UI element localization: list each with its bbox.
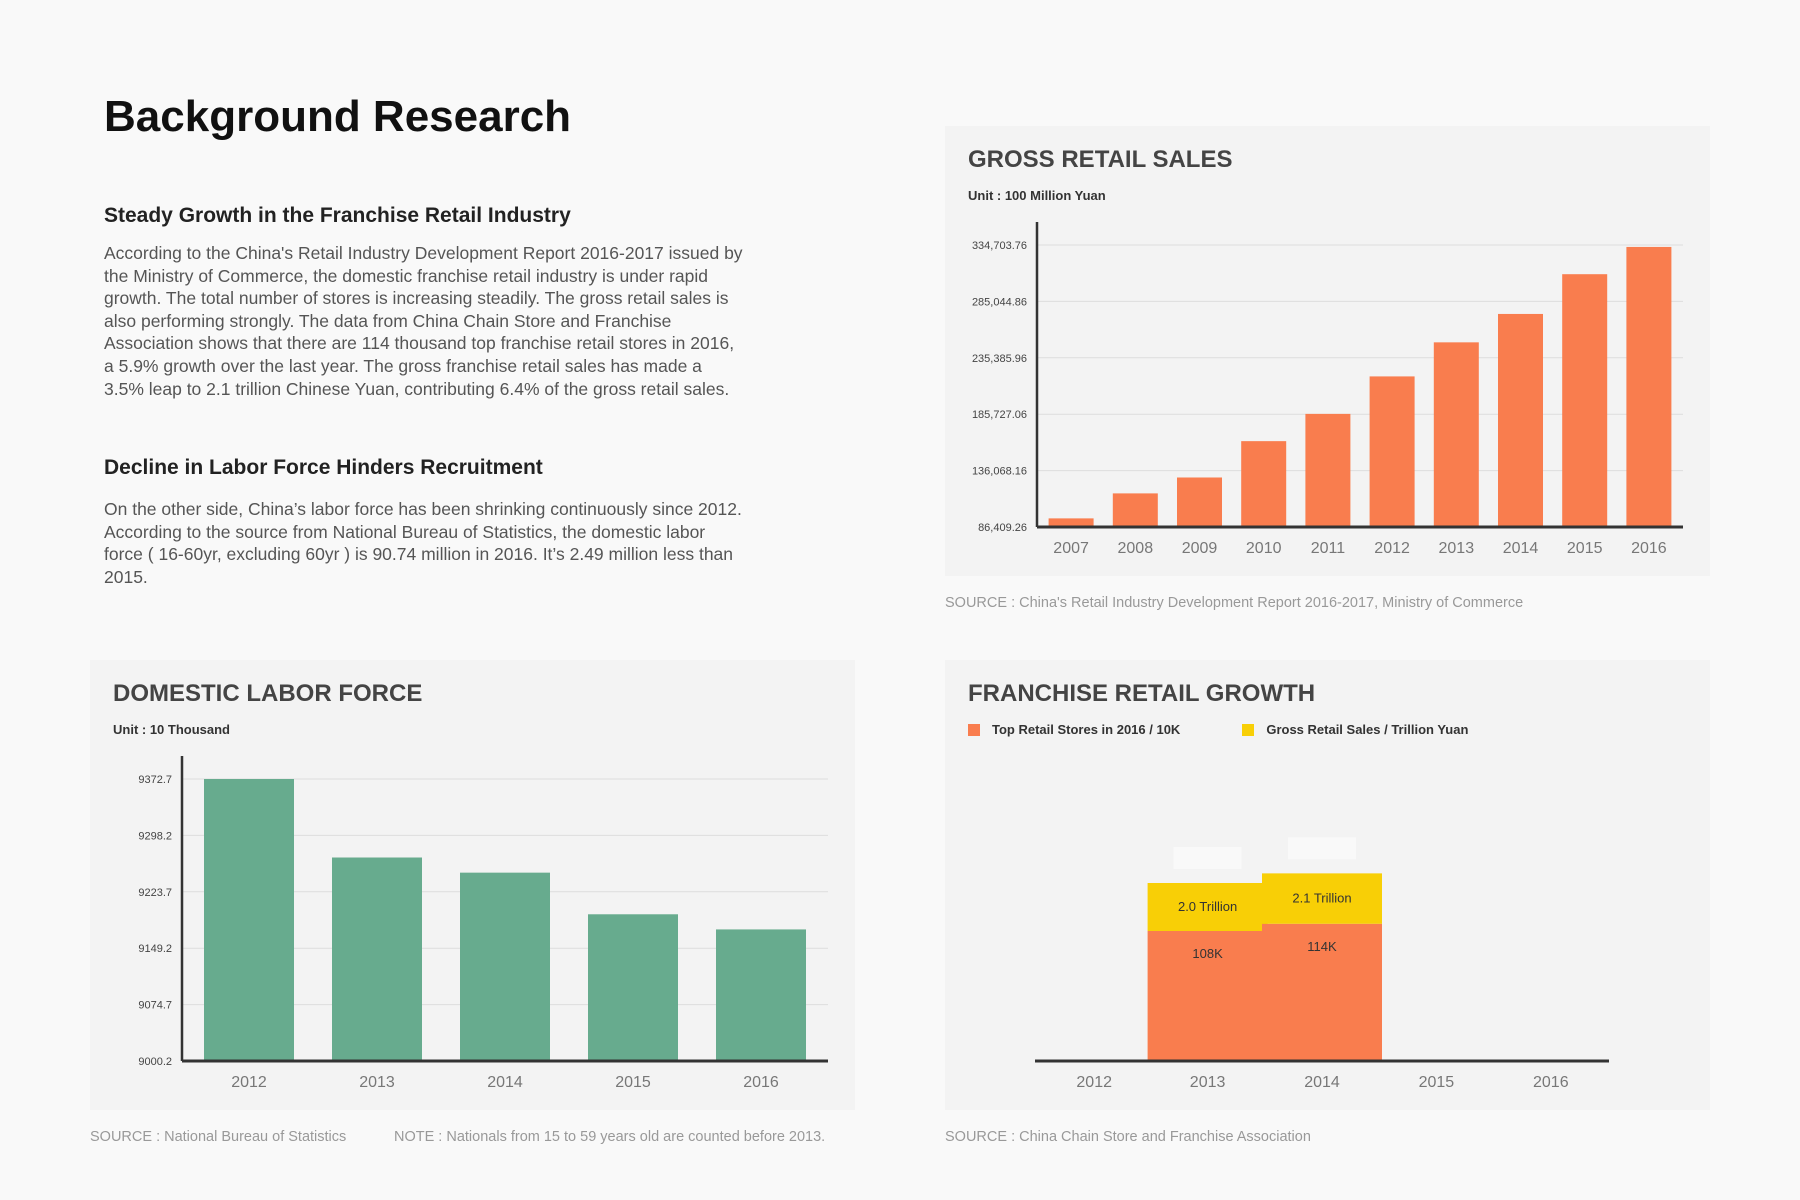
franchise-legend: Top Retail Stores in 2016 / 10K Gross Re… (968, 722, 1468, 737)
x-tick-label: 2014 (1304, 1074, 1340, 1091)
x-tick-label: 2012 (1374, 540, 1410, 557)
bar (1048, 518, 1094, 527)
section-body-labor-decline: On the other side, China’s labor force h… (104, 499, 742, 587)
domestic-labor-force-note: NOTE : Nationals from 15 to 59 years old… (394, 1129, 826, 1145)
franchise-retail-growth-chart: 2012 2013 2014 2015 2016 2.0 Trillion 108K 2.1 … (1035, 837, 1609, 1091)
domestic-labor-force-panel: DOMESTIC LABOR FORCE Unit : 10 Thousand … (90, 660, 855, 1110)
page-title: Background Research (104, 92, 572, 141)
bar-stores (1262, 923, 1382, 1061)
bar (716, 929, 806, 1061)
legend-swatch-sales (1242, 723, 1255, 736)
y-tick-label: 9149.2 (138, 943, 172, 955)
bar (460, 872, 550, 1061)
bar (1562, 274, 1608, 527)
bar (1177, 477, 1222, 527)
bar (1112, 493, 1158, 527)
legend-swatch-stores (968, 723, 980, 736)
franchise-retail-growth-source: SOURCE : China Chain Store and Franchise… (945, 1129, 1311, 1145)
y-tick-label: 9223.7 (138, 887, 172, 899)
x-tick-label: 2013 (1439, 540, 1475, 557)
gross-retail-sales-unit: Unit : 100 Million Yuan (968, 188, 1106, 203)
stores-data-label: 114K (1307, 939, 1337, 954)
domestic-labor-force-title: DOMESTIC LABOR FORCE (113, 680, 423, 707)
y-tick-label: 9074.7 (138, 1000, 172, 1012)
bar (204, 779, 294, 1061)
y-tick-label: 285,044.86 (972, 296, 1027, 308)
gross-retail-sales-title: GROSS RETAIL SALES (968, 146, 1233, 173)
section-heading-franchise-growth: Steady Growth in the Franchise Retail In… (104, 204, 571, 227)
gross-retail-sales-panel: GROSS RETAIL SALES Unit : 100 Million Yu… (945, 126, 1710, 576)
x-tick-label: 2016 (743, 1074, 779, 1091)
legend-label-stores: Top Retail Stores in 2016 / 10K (992, 722, 1181, 737)
domestic-labor-force-source: SOURCE : National Bureau of Statistics (90, 1129, 347, 1145)
gross-retail-sales-source: SOURCE : China's Retail Industry Develop… (945, 595, 1524, 611)
y-tick-label: 9000.2 (138, 1056, 172, 1068)
franchise-retail-growth-panel: FRANCHISE RETAIL GROWTH Top Retail Store… (945, 660, 1710, 1110)
x-tick-label: 2015 (1567, 540, 1603, 557)
legend-label-sales: Gross Retail Sales / Trillion Yuan (1266, 722, 1469, 737)
x-tick-label: 2007 (1053, 540, 1089, 557)
sales-data-label: 2.0 Trillion (1178, 899, 1237, 914)
bar (1433, 342, 1479, 527)
bar-stores (1147, 931, 1268, 1061)
bar (1241, 441, 1287, 527)
y-tick-label: 235,385.96 (972, 353, 1027, 365)
legend-item-stores: Top Retail Stores in 2016 / 10K (968, 722, 1180, 737)
bar (1305, 413, 1351, 527)
section-body-franchise-growth: According to the China's Retail Industry… (104, 243, 743, 399)
bar (588, 914, 678, 1061)
x-tick-label: 2013 (1190, 1074, 1226, 1091)
franchise-retail-growth-title: FRANCHISE RETAIL GROWTH (968, 680, 1316, 707)
x-tick-label: 2014 (1503, 540, 1539, 557)
x-tick-label: 2012 (1076, 1074, 1112, 1091)
y-tick-label: 9298.2 (138, 830, 172, 842)
x-tick-label: 2016 (1533, 1074, 1569, 1091)
stores-data-label: 108K (1192, 946, 1223, 961)
bar-top-label-box (1288, 837, 1356, 860)
x-tick-label: 2012 (231, 1074, 267, 1091)
bar (332, 857, 422, 1061)
sales-data-label: 2.1 Trillion (1292, 891, 1351, 906)
legend-item-sales: Gross Retail Sales / Trillion Yuan (1242, 722, 1468, 737)
y-tick-label: 334,703.76 (972, 240, 1027, 252)
y-tick-label: 136,068.16 (972, 466, 1027, 478)
y-tick-label: 185,727.06 (972, 409, 1027, 421)
x-tick-label: 2010 (1246, 540, 1282, 557)
x-tick-label: 2011 (1311, 540, 1346, 557)
x-tick-label: 2013 (359, 1074, 395, 1091)
x-tick-label: 2015 (1419, 1074, 1455, 1091)
sales-label-box (1282, 885, 1362, 910)
x-tick-label: 2014 (487, 1074, 523, 1091)
x-tick-label: 2008 (1118, 540, 1154, 557)
section-heading-labor-decline: Decline in Labor Force Hinders Recruitme… (104, 456, 543, 479)
y-tick-label: 9372.7 (138, 774, 172, 786)
sales-label-box (1167, 894, 1248, 918)
gross-retail-sales-chart: 86,409.26 136,068.16 185,727.06 235,385.96 2… (972, 222, 1683, 557)
y-tick-label: 86,409.26 (978, 522, 1027, 534)
bar-top-label-box (1173, 847, 1242, 869)
bar (1369, 376, 1415, 527)
x-tick-label: 2009 (1182, 540, 1218, 557)
domestic-labor-force-chart: 9000.2 9074.7 9149.2 9223.7 9298.2 9372.7 2012… (138, 756, 828, 1091)
domestic-labor-force-unit: Unit : 10 Thousand (113, 722, 230, 737)
bar (1498, 313, 1543, 527)
bar (1626, 246, 1672, 527)
x-tick-label: 2016 (1631, 540, 1667, 557)
x-tick-label: 2015 (615, 1074, 651, 1091)
